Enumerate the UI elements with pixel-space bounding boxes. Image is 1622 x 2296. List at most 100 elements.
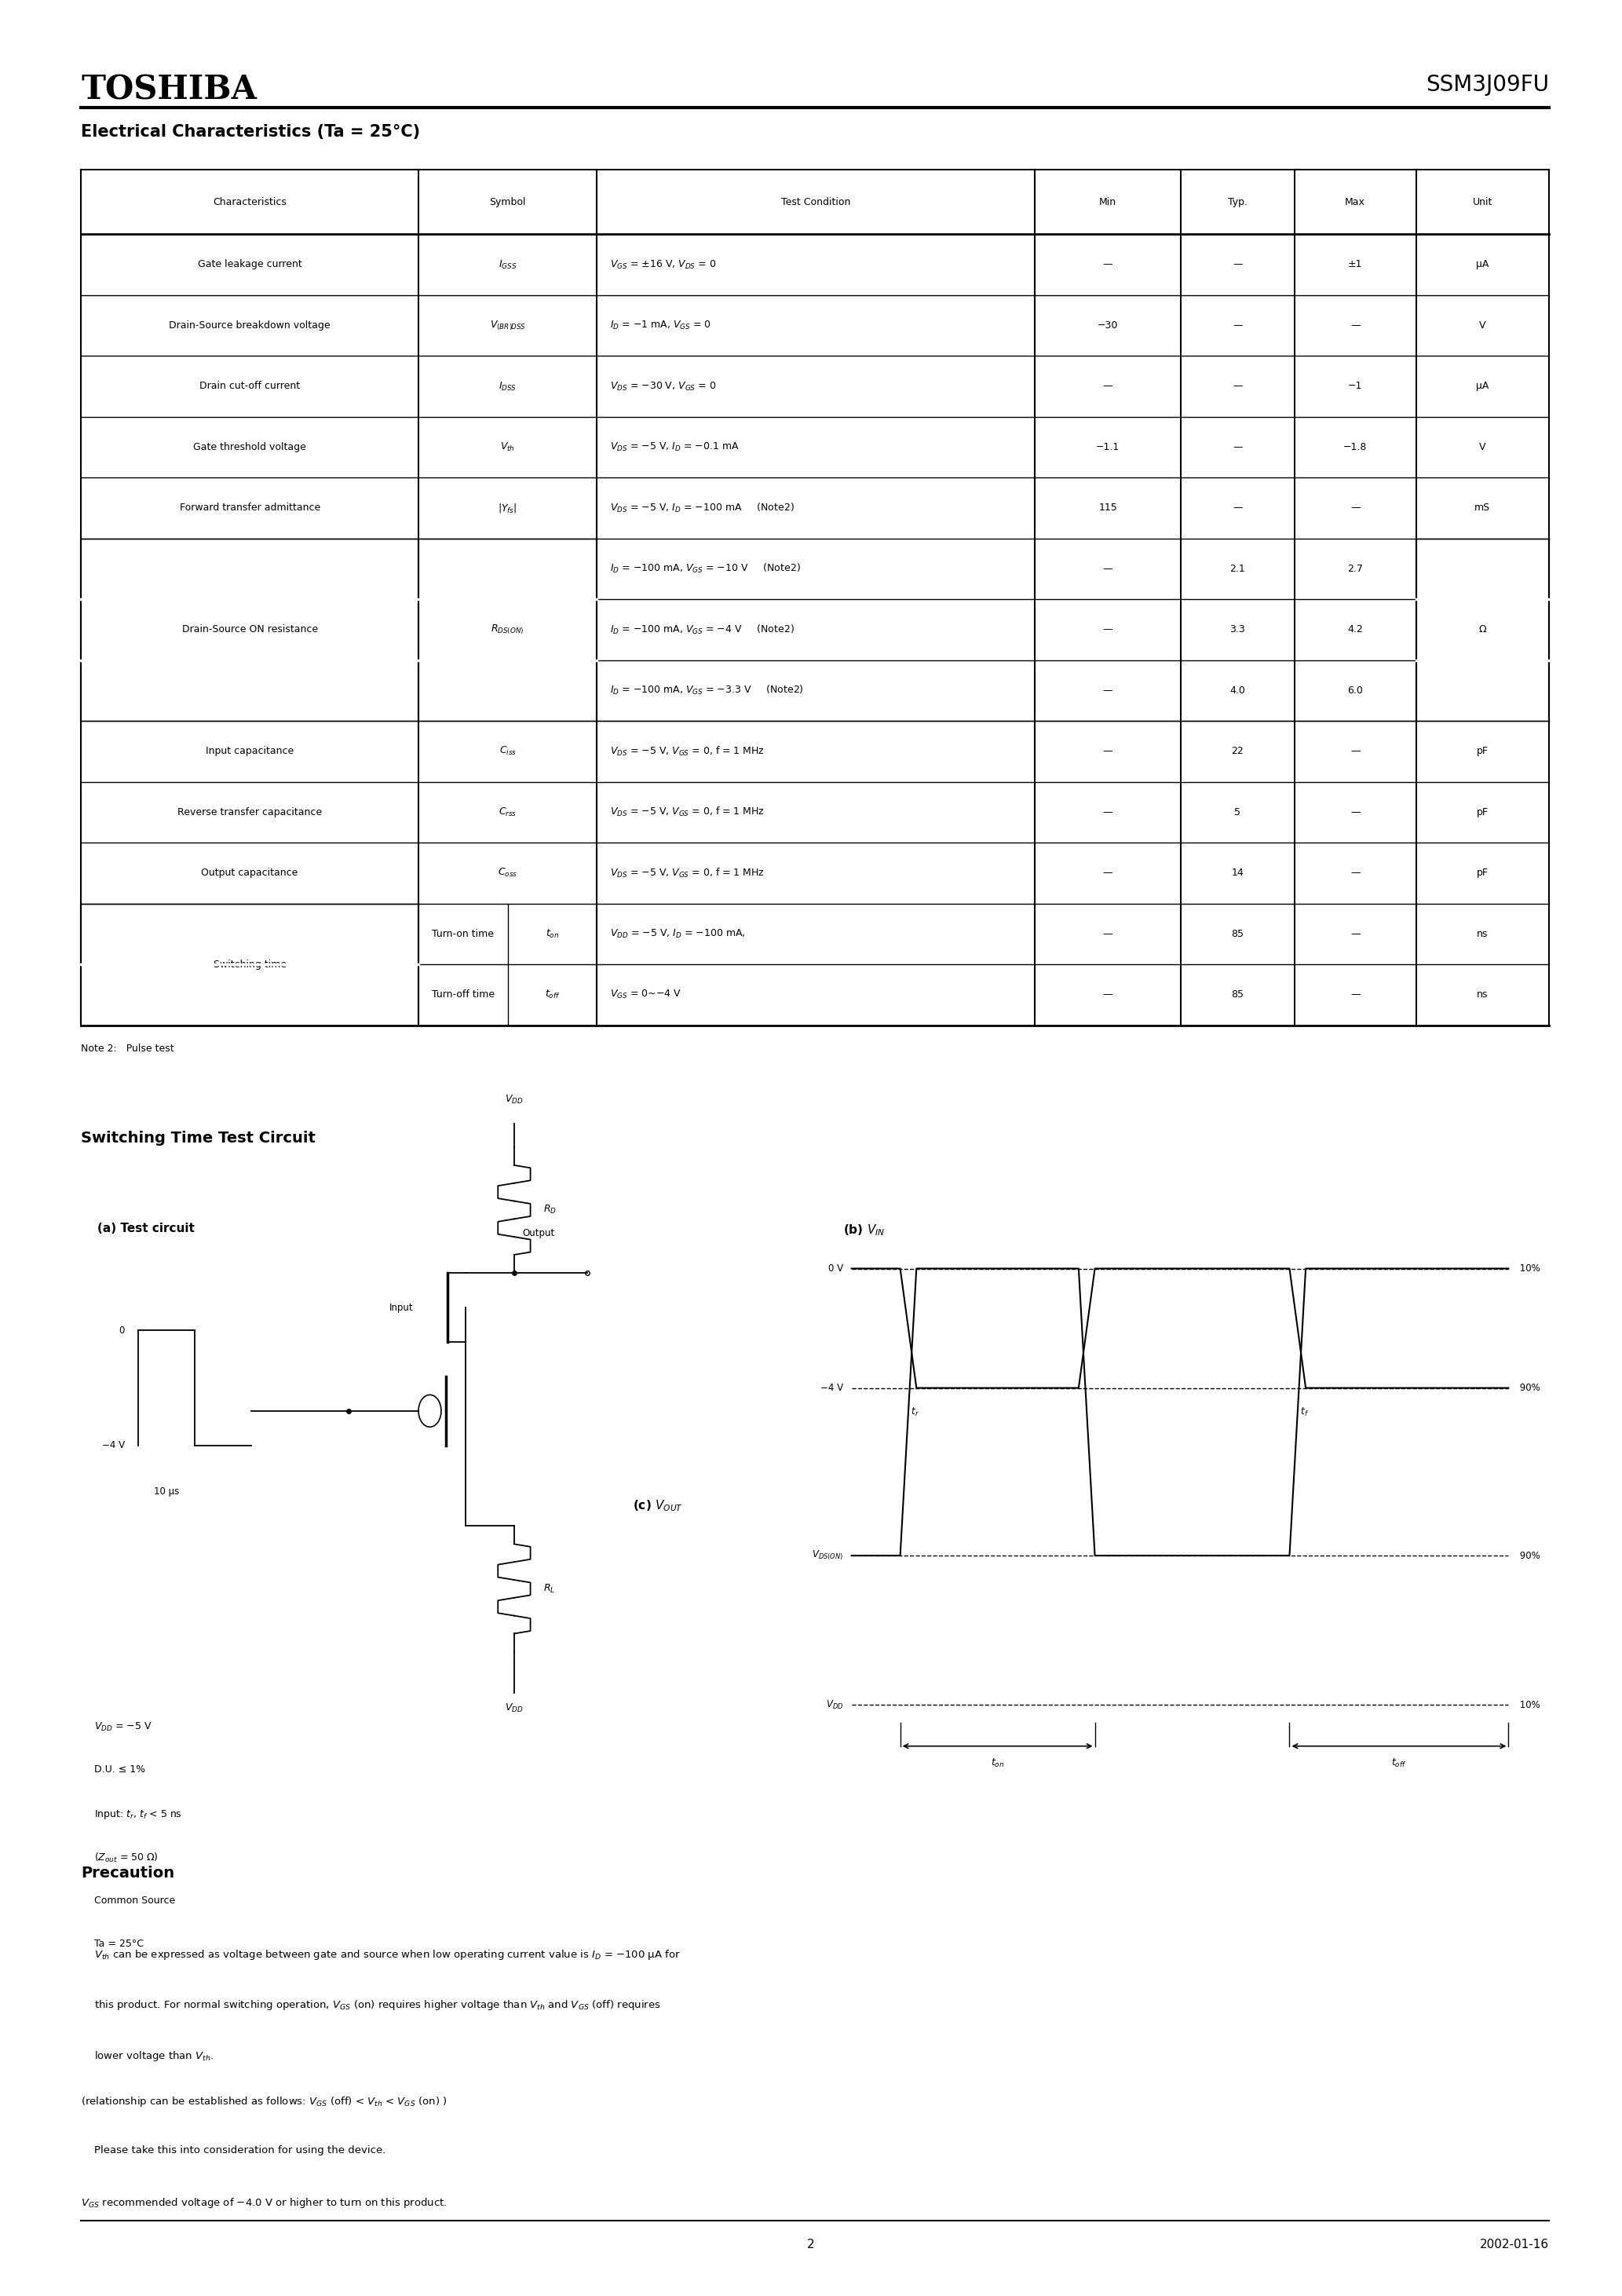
Text: Switching time: Switching time xyxy=(212,960,287,969)
Text: $V_{th}$ can be expressed as voltage between gate and source when low operating : $V_{th}$ can be expressed as voltage bet… xyxy=(94,1947,681,1961)
Text: —: — xyxy=(1350,808,1361,817)
Text: V: V xyxy=(1479,321,1486,331)
Text: $t_{on}$: $t_{on}$ xyxy=(991,1756,1004,1770)
Text: Drain cut-off current: Drain cut-off current xyxy=(200,381,300,390)
Text: pF: pF xyxy=(1476,868,1489,877)
Text: μA: μA xyxy=(1476,381,1489,390)
Text: Ω: Ω xyxy=(1479,625,1486,634)
Text: 90%: 90% xyxy=(1517,1550,1539,1561)
Text: 2.7: 2.7 xyxy=(1348,565,1362,574)
Text: (relationship can be established as follows: $V_{GS}$ (off) < $V_{th}$ < $V_{GS}: (relationship can be established as foll… xyxy=(81,2094,448,2108)
Text: —: — xyxy=(1350,930,1361,939)
Text: pF: pF xyxy=(1476,746,1489,755)
Text: (b) $V_{IN}$: (b) $V_{IN}$ xyxy=(843,1221,886,1238)
Text: $V_{DD}$ = −5 V: $V_{DD}$ = −5 V xyxy=(94,1720,152,1733)
Text: −4 V: −4 V xyxy=(102,1440,125,1451)
Text: $C_{rss}$: $C_{rss}$ xyxy=(498,806,517,817)
Text: 10%: 10% xyxy=(1517,1263,1539,1274)
Text: $R_D$: $R_D$ xyxy=(543,1203,556,1217)
Text: Please take this into consideration for using the device.: Please take this into consideration for … xyxy=(81,2144,386,2156)
Text: $C_{oss}$: $C_{oss}$ xyxy=(498,868,517,879)
Text: pF: pF xyxy=(1476,808,1489,817)
Text: ±1: ±1 xyxy=(1348,259,1362,269)
Text: Output capacitance: Output capacitance xyxy=(201,868,298,877)
Text: —: — xyxy=(1233,381,1242,390)
Text: —: — xyxy=(1233,321,1242,331)
Text: 4.0: 4.0 xyxy=(1229,687,1246,696)
Text: —: — xyxy=(1350,503,1361,512)
Text: $t_{on}$: $t_{on}$ xyxy=(545,928,560,939)
Text: $|Y_{fs}|$: $|Y_{fs}|$ xyxy=(498,503,517,514)
Text: —: — xyxy=(1350,868,1361,877)
Text: TOSHIBA: TOSHIBA xyxy=(81,73,256,106)
Text: 4.2: 4.2 xyxy=(1348,625,1362,634)
Text: −1: −1 xyxy=(1348,381,1362,390)
Text: $I_D$ = −100 mA, $V_{GS}$ = −4 V     (Note2): $I_D$ = −100 mA, $V_{GS}$ = −4 V (Note2) xyxy=(610,622,795,636)
Text: $V_{DS}$ = −5 V, $V_{GS}$ = 0, f = 1 MHz: $V_{DS}$ = −5 V, $V_{GS}$ = 0, f = 1 MHz xyxy=(610,744,764,758)
Text: Characteristics: Characteristics xyxy=(212,197,287,207)
Text: $V_{DD}$: $V_{DD}$ xyxy=(504,1701,524,1715)
Text: μA: μA xyxy=(1476,259,1489,269)
Text: ns: ns xyxy=(1478,990,1487,999)
Text: $I_D$ = −100 mA, $V_{GS}$ = −10 V     (Note2): $I_D$ = −100 mA, $V_{GS}$ = −10 V (Note2… xyxy=(610,563,801,576)
Text: $I_D$ = −1 mA, $V_{GS}$ = 0: $I_D$ = −1 mA, $V_{GS}$ = 0 xyxy=(610,319,710,331)
Text: $R_{DS(ON)}$: $R_{DS(ON)}$ xyxy=(491,622,524,636)
Text: Note 2:   Pulse test: Note 2: Pulse test xyxy=(81,1042,174,1054)
Text: $V_{DS}$ = −5 V, $V_{GS}$ = 0, f = 1 MHz: $V_{DS}$ = −5 V, $V_{GS}$ = 0, f = 1 MHz xyxy=(610,866,764,879)
Text: —: — xyxy=(1350,990,1361,999)
Text: Unit: Unit xyxy=(1473,197,1492,207)
Text: 5: 5 xyxy=(1234,808,1241,817)
Text: —: — xyxy=(1103,868,1113,877)
Text: Min: Min xyxy=(1100,197,1116,207)
Text: 10%: 10% xyxy=(1517,1699,1539,1711)
Text: this product. For normal switching operation, $V_{GS}$ (on) requires higher volt: this product. For normal switching opera… xyxy=(94,1998,660,2011)
Text: $V_{DD}$: $V_{DD}$ xyxy=(504,1093,524,1104)
Text: $V_{th}$: $V_{th}$ xyxy=(500,441,516,452)
Text: 22: 22 xyxy=(1231,746,1244,755)
Text: $V_{GS}$ recommended voltage of −4.0 V or higher to turn on this product.: $V_{GS}$ recommended voltage of −4.0 V o… xyxy=(81,2195,448,2209)
Text: −30: −30 xyxy=(1098,321,1118,331)
Text: —: — xyxy=(1350,746,1361,755)
Text: Output: Output xyxy=(522,1228,555,1238)
Text: $V_{DS}$ = −5 V, $I_D$ = −100 mA     (Note2): $V_{DS}$ = −5 V, $I_D$ = −100 mA (Note2) xyxy=(610,501,795,514)
Text: —: — xyxy=(1233,443,1242,452)
Text: Input: $t_r$, $t_f$ < 5 ns: Input: $t_r$, $t_f$ < 5 ns xyxy=(94,1807,182,1821)
Text: Gate threshold voltage: Gate threshold voltage xyxy=(193,443,307,452)
Text: 115: 115 xyxy=(1098,503,1118,512)
Text: $I_{DSS}$: $I_{DSS}$ xyxy=(498,381,517,393)
Text: 3.3: 3.3 xyxy=(1229,625,1246,634)
Text: —: — xyxy=(1103,625,1113,634)
Text: 0 V: 0 V xyxy=(829,1263,843,1274)
Text: Reverse transfer capacitance: Reverse transfer capacitance xyxy=(177,808,323,817)
Text: $V_{DS(ON)}$: $V_{DS(ON)}$ xyxy=(813,1550,843,1561)
Text: Symbol: Symbol xyxy=(490,197,526,207)
Text: 10 μs: 10 μs xyxy=(154,1486,178,1497)
Text: ns: ns xyxy=(1478,930,1487,939)
Text: $V_{GS}$ = ±16 V, $V_{DS}$ = 0: $V_{GS}$ = ±16 V, $V_{DS}$ = 0 xyxy=(610,259,715,271)
Text: Max: Max xyxy=(1345,197,1366,207)
Text: Forward transfer admittance: Forward transfer admittance xyxy=(180,503,320,512)
Text: −1.8: −1.8 xyxy=(1343,443,1367,452)
Text: lower voltage than $V_{th}$.: lower voltage than $V_{th}$. xyxy=(94,2048,214,2062)
Text: —: — xyxy=(1103,930,1113,939)
Text: Switching Time Test Circuit: Switching Time Test Circuit xyxy=(81,1130,316,1146)
Text: ($Z_{out}$ = 50 Ω): ($Z_{out}$ = 50 Ω) xyxy=(94,1851,159,1864)
Text: Turn-off time: Turn-off time xyxy=(431,990,495,999)
Text: Electrical Characteristics (Ta = 25°C): Electrical Characteristics (Ta = 25°C) xyxy=(81,124,420,140)
Text: 2002-01-16: 2002-01-16 xyxy=(1479,2239,1549,2250)
Text: 85: 85 xyxy=(1231,990,1244,999)
Text: 2: 2 xyxy=(808,2239,814,2250)
Text: —: — xyxy=(1233,503,1242,512)
Text: 14: 14 xyxy=(1231,868,1244,877)
Text: Drain-Source ON resistance: Drain-Source ON resistance xyxy=(182,625,318,634)
Text: —: — xyxy=(1103,259,1113,269)
Text: 90%: 90% xyxy=(1517,1382,1539,1394)
Text: —: — xyxy=(1103,687,1113,696)
Text: −1.1: −1.1 xyxy=(1096,443,1119,452)
Text: $V_{DD}$: $V_{DD}$ xyxy=(826,1699,843,1711)
Text: $t_f$: $t_f$ xyxy=(1298,1405,1309,1419)
Text: 85: 85 xyxy=(1231,930,1244,939)
Text: —: — xyxy=(1103,565,1113,574)
Text: Ta = 25°C: Ta = 25°C xyxy=(94,1938,143,1949)
Text: Drain-Source breakdown voltage: Drain-Source breakdown voltage xyxy=(169,321,331,331)
